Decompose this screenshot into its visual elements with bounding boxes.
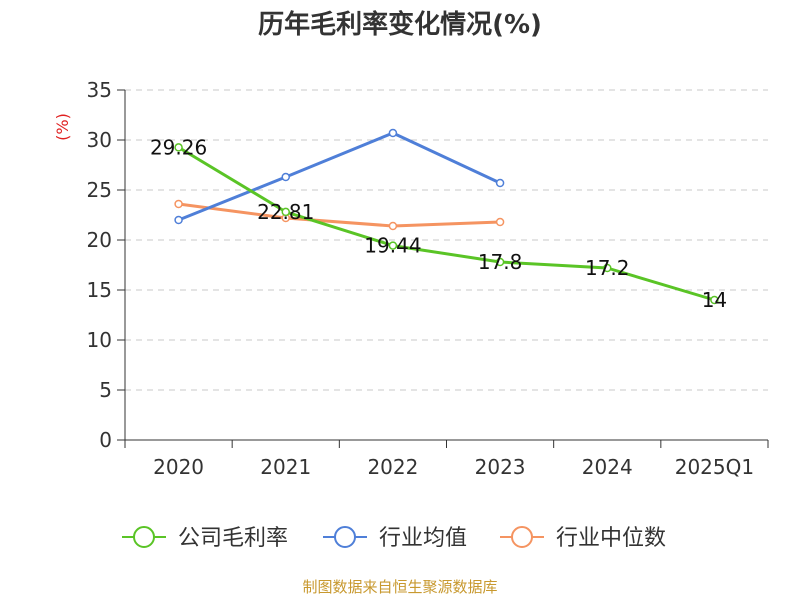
data-point [174,215,183,225]
x-tick-label: 2021 [260,455,311,479]
y-tick-label: 20 [87,228,112,252]
y-tick-label: 25 [87,178,112,202]
data-point [495,257,505,267]
data-point [388,128,398,138]
series-line [177,146,715,302]
x-tick-label: 2020 [153,455,204,479]
data-point [495,178,505,188]
data-point [603,263,612,273]
data-point [495,217,505,227]
data-point [388,221,398,231]
y-tick-label: 15 [87,278,112,302]
data-source-note: 制图数据来自恒生聚源数据库 [302,578,498,596]
y-tick-label: 0 [99,428,112,452]
data-label: 19.44 [364,234,421,258]
chart-title: 历年毛利率变化情况(%) [258,10,542,40]
y-tick-label: 5 [99,378,112,402]
series-lines [174,128,719,305]
legend-item: 公司毛利率 [122,526,288,551]
legend-label: 行业中位数 [556,526,666,551]
x-tick-label: 2023 [475,455,526,479]
y-axis-label: (%) [53,113,72,141]
data-labels: 29.26 22.81 19.44 17.8 17.2 14 [150,135,727,312]
data-point [174,199,183,209]
data-label: 17.2 [585,256,630,280]
series-line [178,131,501,222]
data-point [281,172,290,182]
x-tick-label: 2024 [582,455,633,479]
legend-label: 公司毛利率 [178,526,288,551]
legend-swatch-marker [133,526,155,548]
data-label: 17.8 [478,250,523,274]
legend-swatch-marker [334,526,356,548]
data-label: 14 [702,288,727,312]
legend: 公司毛利率 行业均值 行业中位数 [122,526,666,551]
legend-swatch-marker [511,526,533,548]
data-point [388,241,398,250]
data-point [281,207,290,217]
data-label: 29.26 [150,135,207,159]
data-point [174,143,183,152]
series-line [178,202,501,228]
data-point [710,295,719,305]
legend-item: 行业中位数 [500,526,666,551]
x-tick-label: 2022 [367,455,418,479]
y-tick-label: 35 [87,78,112,102]
y-tick-label: 30 [87,128,112,152]
grid-lines [125,89,768,391]
data-label: 22.81 [257,200,314,224]
legend-item: 行业均值 [323,526,467,551]
x-tick-label: 2025Q1 [675,455,754,479]
axes: 0 5 10 15 20 25 30 35 2020 2021 2022 2023 2024 2025Q1… [53,78,769,479]
y-tick-label: 10 [87,328,112,352]
legend-label: 行业均值 [379,526,467,551]
